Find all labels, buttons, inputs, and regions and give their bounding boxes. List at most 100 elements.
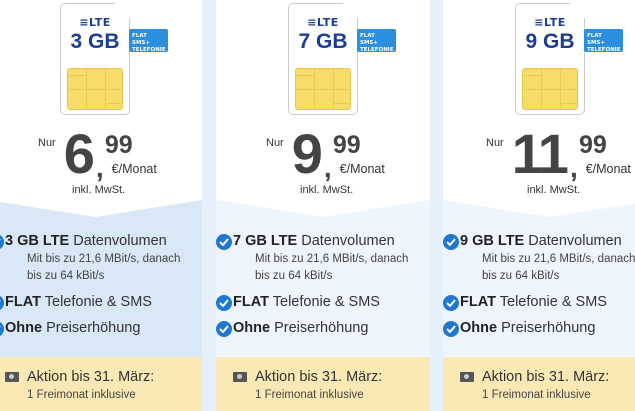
feature-flat: FLAT Telefonie & SMS xyxy=(216,294,380,311)
check-icon xyxy=(0,321,4,337)
check-icon xyxy=(216,234,232,250)
speed-line-1: Mit bis zu 21,6 MBit/s, danach xyxy=(482,253,635,265)
sim-chip xyxy=(522,68,578,110)
badge-line-1: FLAT SMS+ xyxy=(360,33,379,46)
feature-bold: FLAT xyxy=(233,294,269,310)
lte-logo: ≡LTE xyxy=(534,16,566,29)
lte-label: LTE xyxy=(317,16,339,29)
lte-logo: ≡LTE xyxy=(79,16,111,29)
price-detail: 99 , €/Monat xyxy=(95,128,157,183)
flat-badge: FLAT SMS+ TELEFONIE xyxy=(129,29,168,53)
price-period-row: , €/Monat xyxy=(569,152,631,183)
speed-line-1: Mit bis zu 21,6 MBit/s, danach xyxy=(255,253,409,265)
promo-box: Aktion bis 31. März: 1 Freimonat inklusi… xyxy=(216,357,430,411)
check-icon xyxy=(0,234,4,250)
lte-logo: ≡LTE xyxy=(307,16,339,29)
price-prefix: Nur xyxy=(486,137,504,149)
feature-bold: 3 GB LTE xyxy=(5,233,70,249)
money-icon xyxy=(233,372,247,382)
price-euros-value: 6 xyxy=(63,122,95,185)
feature-text: Datenvolumen xyxy=(528,233,622,249)
badge-line-1: FLAT SMS+ xyxy=(132,33,151,46)
plan-card-3gb[interactable]: ≡LTE 3 GB FLAT SMS+ TELEFONIE Nur 6 99 , … xyxy=(0,0,202,411)
feature-bold: FLAT xyxy=(5,294,41,310)
feature-text: Telefonie & SMS xyxy=(499,294,607,310)
feature-speed-note: Mit bis zu 21,6 MBit/s, danach bis zu 64 … xyxy=(482,251,635,285)
sim-chip xyxy=(67,68,123,110)
price-cents: 99 xyxy=(332,131,361,159)
plan-card-9gb[interactable]: ≡LTE 9 GB FLAT SMS+ TELEFONIE Nur 11 99 ,… xyxy=(443,0,635,411)
vat-note: inkl. MwSt. xyxy=(527,184,581,196)
check-icon xyxy=(0,295,4,311)
price-comma: , xyxy=(323,152,332,183)
sim-chip xyxy=(295,68,351,110)
promo-subtitle: 1 Freimonat inklusive xyxy=(27,389,136,401)
price-period-row: , €/Monat xyxy=(95,152,157,183)
badge-line-2: TELEFONIE xyxy=(132,47,166,53)
feature-no-price-increase: Ohne Preiserhöhung xyxy=(0,320,141,337)
feature-bold: FLAT xyxy=(460,294,496,310)
price-prefix: Nur xyxy=(266,137,284,149)
plan-card-7gb[interactable]: ≡LTE 7 GB FLAT SMS+ TELEFONIE Nur 9 99 , … xyxy=(216,0,430,411)
sim-card-icon: ≡LTE 3 GB xyxy=(60,3,130,115)
feature-bold: Ohne xyxy=(5,320,43,336)
feature-text: Telefonie & SMS xyxy=(44,294,152,310)
price-block: Nur 11 99 , €/Monat xyxy=(486,122,631,185)
speed-line-2: bis zu 64 kBit/s xyxy=(482,270,560,282)
feature-data-volume: 9 GB LTE Datenvolumen xyxy=(443,233,622,250)
feature-flat: FLAT Telefonie & SMS xyxy=(0,294,152,311)
price-period: €/Monat xyxy=(111,162,157,176)
sim-card-icon: ≡LTE 9 GB xyxy=(515,3,585,115)
price-comma: , xyxy=(569,152,578,183)
price-block: Nur 6 99 , €/Monat xyxy=(38,122,157,185)
vat-note: inkl. MwSt. xyxy=(72,184,126,196)
promo-box: Aktion bis 31. März: 1 Freimonat inklusi… xyxy=(0,357,202,411)
feature-bold: Ohne xyxy=(460,320,498,336)
data-volume-label: 3 GB xyxy=(70,30,120,53)
price-period: €/Monat xyxy=(339,162,385,176)
check-icon xyxy=(443,321,459,337)
promo-title: Aktion bis 31. März: xyxy=(255,369,383,385)
feature-text: Telefonie & SMS xyxy=(272,294,380,310)
price-prefix: Nur xyxy=(38,137,56,149)
price-comma: , xyxy=(95,152,104,183)
badge-line-2: TELEFONIE xyxy=(587,47,621,53)
feature-data-volume: 3 GB LTE Datenvolumen xyxy=(0,233,167,250)
price-detail: 99 , €/Monat xyxy=(323,128,385,183)
feature-text: Preiserhöhung xyxy=(501,320,596,336)
price-detail: 99 , €/Monat xyxy=(569,128,631,183)
price-block: Nur 9 99 , €/Monat xyxy=(266,122,385,185)
promo-subtitle: 1 Freimonat inklusive xyxy=(482,389,591,401)
promo-title: Aktion bis 31. März: xyxy=(482,369,610,385)
feature-speed-note: Mit bis zu 21,6 MBit/s, danach bis zu 64 … xyxy=(27,251,180,285)
price-euros-value: 9 xyxy=(291,122,323,185)
feature-text: Datenvolumen xyxy=(301,233,395,249)
flat-badge: FLAT SMS+ TELEFONIE xyxy=(357,29,396,53)
check-icon xyxy=(443,234,459,250)
feature-text: Datenvolumen xyxy=(73,233,167,249)
feature-bold: 9 GB LTE xyxy=(460,233,525,249)
data-volume-label: 7 GB xyxy=(298,30,348,53)
speed-line-1: Mit bis zu 21,6 MBit/s, danach xyxy=(27,253,181,265)
data-volume-label: 9 GB xyxy=(525,30,575,53)
speed-line-2: bis zu 64 kBit/s xyxy=(255,270,333,282)
price-cents: 99 xyxy=(104,131,133,159)
promo-title: Aktion bis 31. März: xyxy=(27,369,155,385)
feature-speed-note: Mit bis zu 21,6 MBit/s, danach bis zu 64 … xyxy=(255,251,408,285)
promo-box: Aktion bis 31. März: 1 Freimonat inklusi… xyxy=(443,357,635,411)
price-period: €/Monat xyxy=(585,162,631,176)
flat-badge: FLAT SMS+ TELEFONIE xyxy=(584,29,623,53)
feature-bold: Ohne xyxy=(233,320,271,336)
feature-no-price-increase: Ohne Preiserhöhung xyxy=(443,320,596,337)
price-period-row: , €/Monat xyxy=(323,152,385,183)
lte-label: LTE xyxy=(544,16,566,29)
price-euros-value: 11 xyxy=(511,122,569,185)
feature-bold: 7 GB LTE xyxy=(233,233,298,249)
feature-text: Preiserhöhung xyxy=(274,320,369,336)
money-icon xyxy=(5,372,19,382)
feature-data-volume: 7 GB LTE Datenvolumen xyxy=(216,233,395,250)
feature-text: Preiserhöhung xyxy=(46,320,141,336)
check-icon xyxy=(216,295,232,311)
check-icon xyxy=(443,295,459,311)
badge-line-2: TELEFONIE xyxy=(360,47,394,53)
